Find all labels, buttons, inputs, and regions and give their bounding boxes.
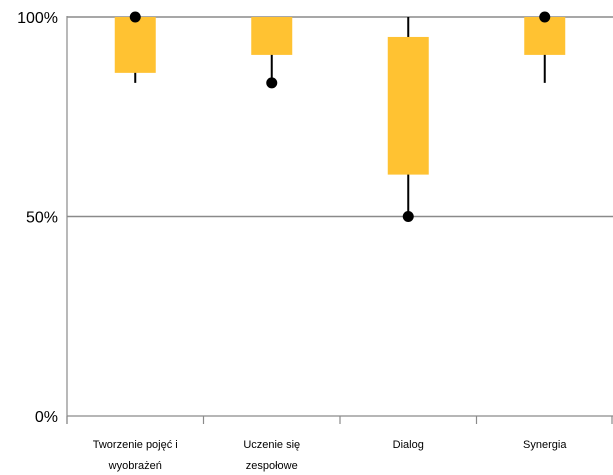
y-tick-label-0: 0% [35, 409, 58, 426]
point-3-0 [539, 11, 551, 23]
x-tick-label-line-3-0: Synergia [523, 439, 567, 451]
box-2 [387, 36, 429, 175]
axes [66, 16, 613, 424]
y-tick-label-50: 50% [26, 210, 58, 227]
box-0 [114, 17, 156, 73]
box-3 [524, 17, 566, 55]
x-tick-label-3: Synergia [523, 439, 567, 451]
x-tick-label-0: Tworzenie pojęć i wyobrażeń [93, 439, 178, 472]
box-marks [114, 11, 566, 222]
x-tick-label-1: Uczenie się zespołowe [243, 439, 300, 472]
box-1 [251, 17, 293, 55]
x-tick-label-line-0-1: wyobrażeń [108, 460, 162, 472]
x-tick-label-line-2-0: Dialog [393, 439, 424, 451]
y-tick-labels: 0% 50% 100% [17, 10, 58, 426]
x-tick-label-line-0-0: Tworzenie pojęć i [93, 439, 178, 451]
point-0-0 [129, 11, 141, 23]
point-1-0 [266, 77, 278, 89]
x-tick-labels: Tworzenie pojęć i wyobrażeń Uczenie się zes… [93, 439, 568, 472]
y-tick-label-100: 100% [17, 10, 58, 27]
point-2-0 [402, 211, 414, 222]
x-tick-label-line-1-0: Uczenie się [243, 439, 300, 451]
grid-lines [67, 16, 613, 218]
x-tick-label-2: Dialog [393, 439, 424, 451]
x-tick-label-line-1-1: zespołowe [246, 460, 298, 472]
